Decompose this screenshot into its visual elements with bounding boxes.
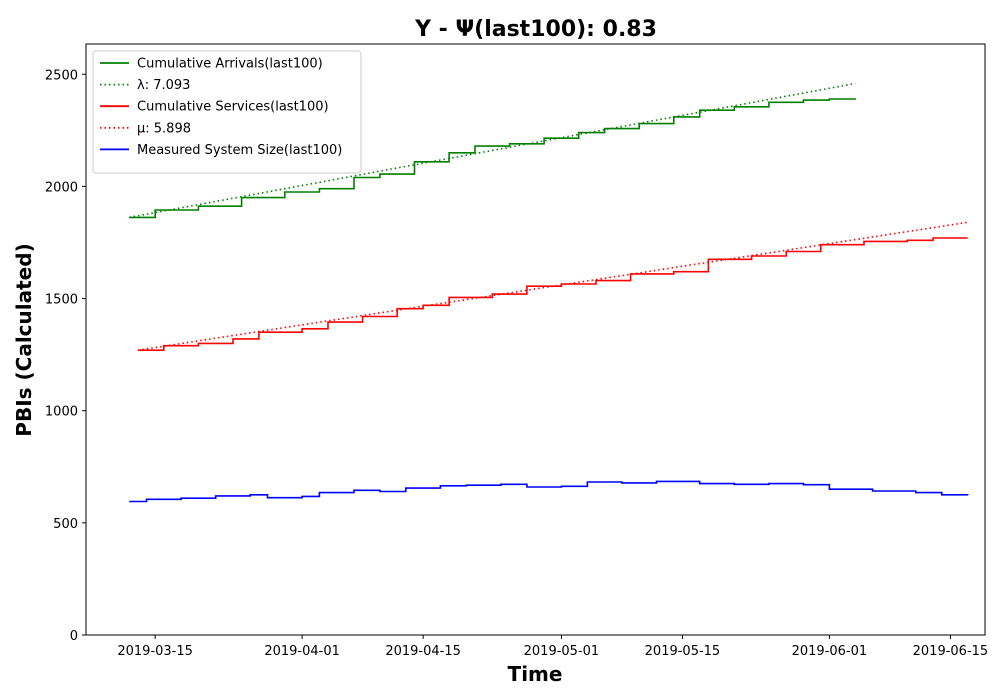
y-tick-label: 1000 — [45, 405, 78, 420]
series-line-3 — [137, 237, 968, 351]
series-line-4 — [137, 221, 968, 351]
x-tick-label: 2019-06-15 — [913, 644, 989, 659]
legend: Cumulative Arrivals(last100) λ: 7.093 Cumu… — [92, 50, 362, 174]
legend-label: λ: 7.093 — [137, 78, 190, 93]
series-line-5 — [129, 480, 969, 503]
y-axis-label: PBIs (Calculated) — [12, 243, 36, 436]
plot-area — [129, 82, 969, 503]
legend-box — [92, 50, 362, 174]
y-axis: 0 500 1000 1500 2000 2500 — [45, 68, 86, 644]
series-line-1 — [129, 98, 857, 219]
x-axis-label: Time — [508, 662, 563, 686]
y-tick-label: 2000 — [45, 180, 78, 195]
legend-label: Cumulative Services(last100) — [137, 100, 329, 115]
legend-label: μ: 5.898 — [137, 121, 191, 136]
legend-label: Cumulative Arrivals(last100) — [137, 57, 323, 72]
legend-label: Measured System Size(last100) — [137, 143, 342, 158]
x-tick-label: 2019-05-15 — [645, 644, 721, 659]
plot-frame — [85, 43, 986, 636]
y-tick-label: 500 — [53, 517, 78, 532]
series-line-2 — [129, 82, 856, 219]
x-axis: 2019-03-15 2019-04-01 2019-04-15 2019-05-01… — [117, 635, 988, 659]
y-tick-label: 0 — [70, 629, 78, 644]
x-tick-label: 2019-04-01 — [264, 644, 340, 659]
x-tick-label: 2019-03-15 — [117, 644, 193, 659]
y-tick-label: 1500 — [45, 293, 78, 308]
x-tick-label: 2019-05-01 — [524, 644, 600, 659]
chart-title: Y - Ψ(last100): 0.83 — [414, 17, 657, 42]
x-tick-label: 2019-04-15 — [385, 644, 461, 659]
y-tick-label: 2500 — [45, 68, 78, 83]
x-tick-label: 2019-06-01 — [792, 644, 868, 659]
